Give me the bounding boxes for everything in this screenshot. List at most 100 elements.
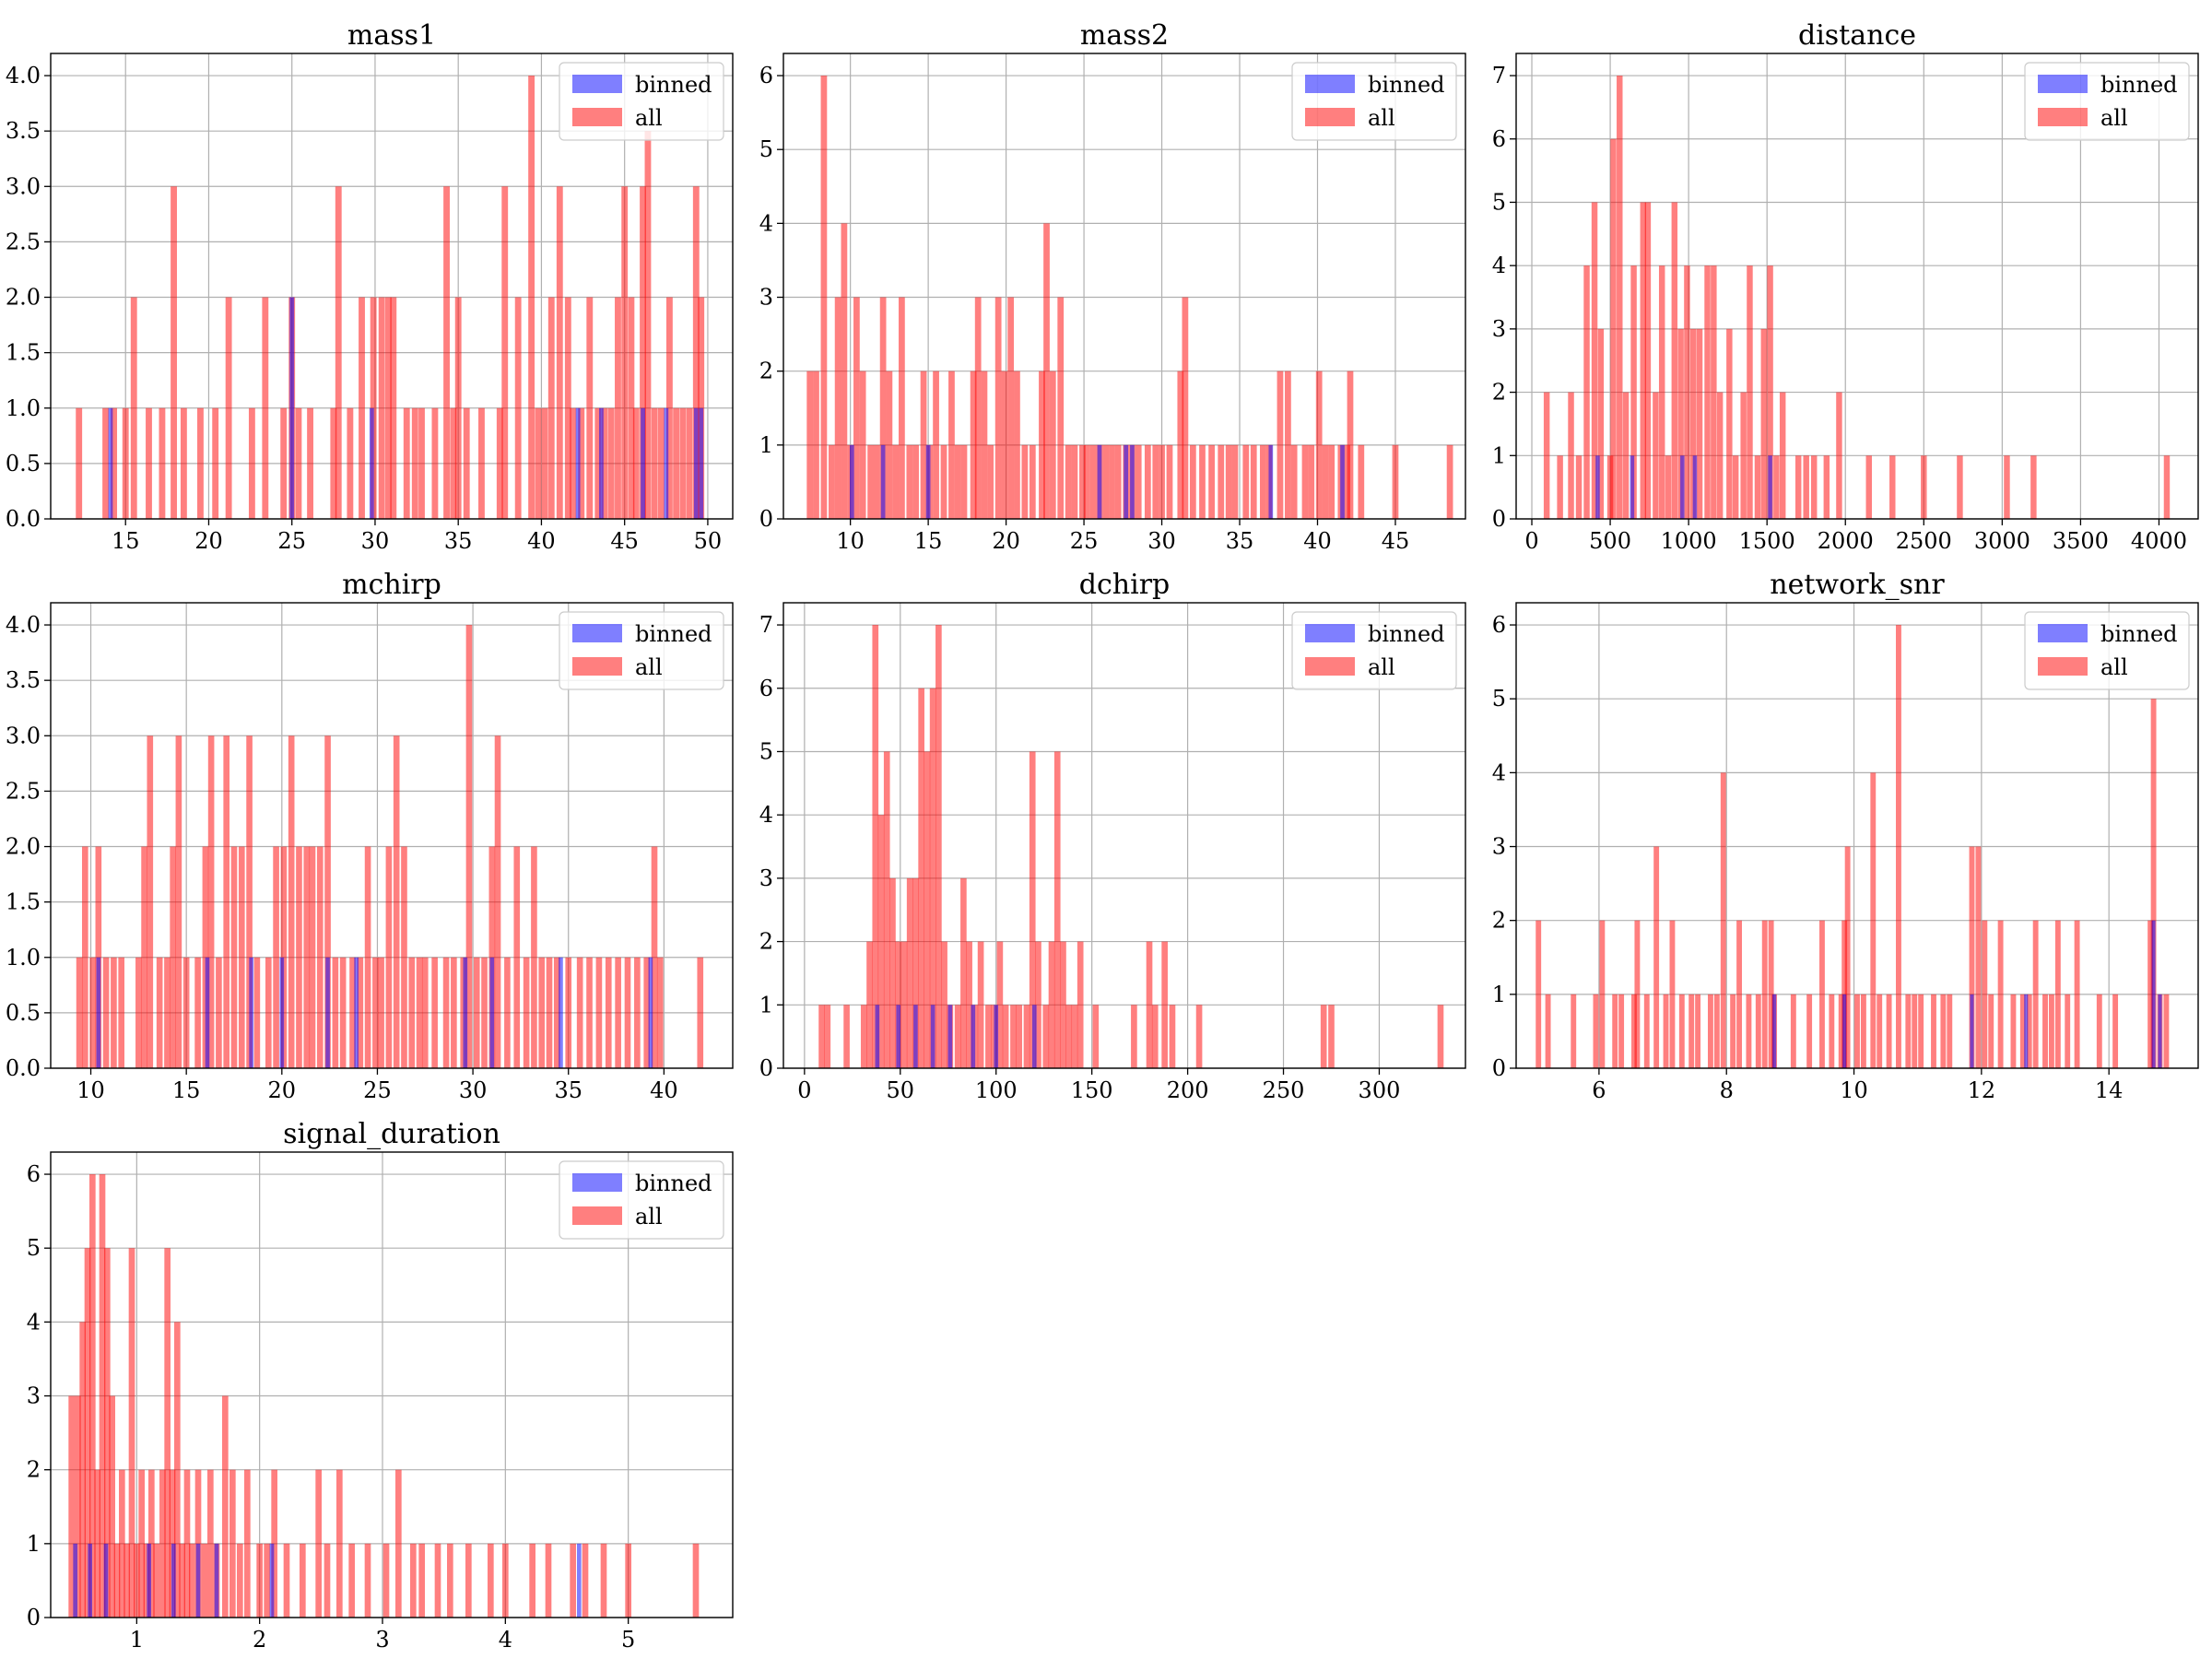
bar-all xyxy=(1870,772,1877,1068)
bar-binned xyxy=(1130,444,1135,519)
y-tick-label: 0.5 xyxy=(6,451,41,477)
bar-all xyxy=(918,688,924,1068)
bar-all xyxy=(994,297,1002,519)
bar-all xyxy=(164,957,171,1068)
bar-all xyxy=(828,444,835,519)
bar-all xyxy=(130,297,137,519)
bar-all xyxy=(1665,455,1672,519)
bar-all xyxy=(665,297,673,519)
bar-all xyxy=(141,846,147,1068)
x-tick-label: 25 xyxy=(363,1077,392,1103)
bar-all xyxy=(2147,920,2154,1068)
bar-all xyxy=(410,1543,417,1618)
y-tick-label: 4 xyxy=(1492,253,1506,278)
bar-all xyxy=(594,407,602,519)
bar-all xyxy=(393,735,400,1068)
x-tick-label: 12 xyxy=(1968,1077,1996,1103)
bar-all xyxy=(99,1174,106,1618)
bar-binned xyxy=(875,1005,880,1068)
bar-all xyxy=(348,1543,355,1618)
bar-all xyxy=(966,941,972,1068)
chart-panel-signal-duration: signal_duration 0 1 2 3 4 5 6 1 2 3 4 5 binned all xyxy=(27,1118,734,1653)
bar-all xyxy=(147,735,154,1068)
x-tick-label: 4 xyxy=(499,1627,512,1653)
bar-all xyxy=(843,1005,850,1068)
bar-all xyxy=(1779,392,1786,519)
bar-all xyxy=(529,1543,535,1618)
bar-binned xyxy=(96,957,101,1068)
bar-all xyxy=(1195,1005,1203,1068)
bar-all xyxy=(651,407,658,519)
bar-all xyxy=(1053,751,1061,1068)
bar-all xyxy=(146,407,152,519)
bar-all xyxy=(553,957,560,1068)
y-tick-label: 1 xyxy=(759,992,773,1018)
legend: binned all xyxy=(559,62,724,141)
bar-all xyxy=(124,1543,130,1618)
chart-panel-dchirp: dchirp 0 1 2 3 4 5 6 7 0 50 100 150 200 250 300 binned al… xyxy=(759,569,1466,1103)
bar-all xyxy=(987,444,994,519)
bar-all xyxy=(309,846,316,1068)
bar-all xyxy=(300,1543,306,1618)
bar-all xyxy=(1836,392,1842,519)
bar-all xyxy=(418,1543,425,1618)
bar-all xyxy=(900,941,908,1068)
bar-all xyxy=(651,846,658,1068)
bar-all xyxy=(347,407,354,519)
bar-all xyxy=(615,957,621,1068)
bar-binned xyxy=(2158,994,2162,1068)
bar-all xyxy=(89,1174,96,1618)
bar-binned xyxy=(249,957,253,1068)
bar-all xyxy=(2054,920,2061,1068)
bar-all xyxy=(335,186,342,520)
y-tick-label: 3 xyxy=(759,285,773,311)
y-tick-label: 4.0 xyxy=(6,612,41,638)
bar-all xyxy=(1696,328,1703,519)
bar-all xyxy=(570,1543,576,1618)
bar-binned xyxy=(214,1543,219,1618)
bar-all xyxy=(1250,444,1257,519)
bar-all xyxy=(271,1469,277,1618)
y-tick-label: 5 xyxy=(1492,686,1506,712)
bar-all xyxy=(496,407,503,519)
bar-all xyxy=(104,1248,111,1618)
y-tick-label: 2 xyxy=(759,929,773,955)
bar-all xyxy=(1161,941,1168,1068)
bar-all xyxy=(1790,994,1796,1068)
axes-frame xyxy=(782,602,1466,1069)
bar-binned xyxy=(1340,444,1345,519)
bar-binned xyxy=(1031,1005,1037,1068)
bar-all xyxy=(1328,1005,1335,1068)
bar-all xyxy=(372,957,379,1068)
bar-all xyxy=(378,957,384,1068)
legend-label-binned: binned xyxy=(2100,621,2178,647)
bar-all xyxy=(1969,846,1975,1068)
bar-all xyxy=(473,957,480,1068)
bar-all xyxy=(1049,371,1056,519)
bar-all xyxy=(201,1543,207,1618)
bar-all xyxy=(1678,994,1685,1068)
bar-binned xyxy=(103,1543,109,1618)
bar-all xyxy=(1071,444,1078,519)
bar-all xyxy=(1918,994,1924,1068)
bar-all xyxy=(977,941,984,1068)
bar-all xyxy=(1640,202,1647,519)
x-tick-label: 35 xyxy=(554,1077,582,1103)
bar-all xyxy=(418,407,425,519)
bar-all xyxy=(465,625,473,1068)
y-tick-label: 6 xyxy=(759,676,773,701)
bar-all xyxy=(316,846,324,1068)
bar-all xyxy=(1606,455,1614,519)
bar-all xyxy=(1065,444,1072,519)
y-tick-label: 1.0 xyxy=(6,395,41,421)
bar-all xyxy=(2030,455,2037,519)
bar-all xyxy=(1146,941,1153,1068)
x-tick-label: 14 xyxy=(2095,1077,2124,1103)
bar-all xyxy=(886,371,893,519)
bar-all xyxy=(1152,444,1159,519)
bar-all xyxy=(877,815,885,1068)
bar-all xyxy=(1732,455,1739,519)
bar-all xyxy=(615,297,621,519)
y-tick-label: 1 xyxy=(759,432,773,458)
bar-all xyxy=(2026,994,2032,1068)
